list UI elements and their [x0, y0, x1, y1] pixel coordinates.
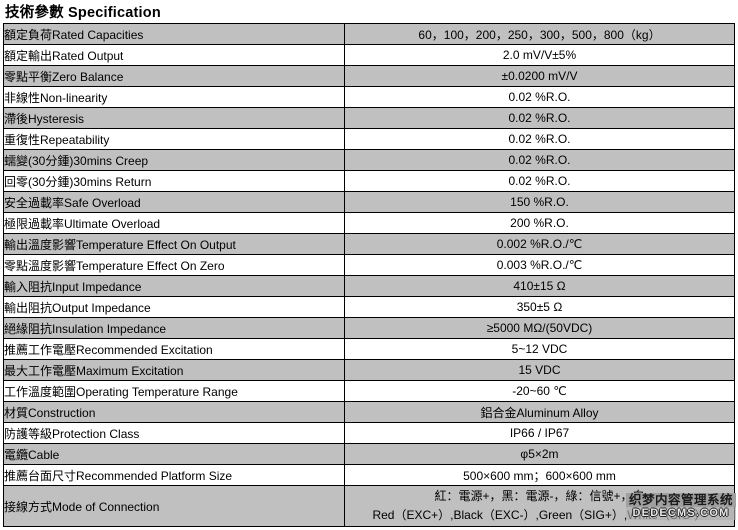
spec-parameter-label: 工作溫度範圍Operating Temperature Range — [3, 380, 345, 402]
spec-parameter-value: 鋁合金Aluminum Alloy — [344, 401, 735, 423]
spec-parameter-value: 0.02 %R.O. — [344, 86, 735, 108]
spec-row: 零點溫度影響Temperature Effect On Zero 0.003 %R… — [3, 254, 735, 276]
spec-row: 蠕變(30分鍾)30mins Creep 0.02 %R.O. — [3, 149, 735, 171]
spec-row: 推薦台面尺寸Recommended Platform Size 500×600 m… — [3, 464, 735, 486]
spec-row: 材質Construction 鋁合金Aluminum Alloy — [3, 401, 735, 423]
spec-value-line: Red（EXC+）,Black（EXC-）,Green（SIG+）,White（… — [372, 508, 707, 522]
spec-parameter-label: 推薦工作電壓Recommended Excitation — [3, 338, 345, 360]
spec-parameter-label: 額定輸出Rated Output — [3, 44, 345, 66]
spec-row: 非線性Non-linearity 0.02 %R.O. — [3, 86, 735, 108]
spec-parameter-value: 200 %R.O. — [344, 212, 735, 234]
spec-row: 輸入阻抗Input Impedance 410±15 Ω — [3, 275, 735, 297]
spec-parameter-value: 0.02 %R.O. — [344, 170, 735, 192]
spec-row: 額定負荷Rated Capacities 60，100，200，250，300，5… — [3, 23, 735, 45]
spec-parameter-value: ≥5000 MΩ/(50VDC) — [344, 317, 735, 339]
spec-parameter-value: 0.002 %R.O./℃ — [344, 233, 735, 255]
spec-parameter-value: φ5×2m — [344, 443, 735, 465]
spec-parameter-label: 輸入阻抗Input Impedance — [3, 275, 345, 297]
spec-row: 輸出溫度影響Temperature Effect On Output 0.002 … — [3, 233, 735, 255]
spec-parameter-value: 5~12 VDC — [344, 338, 735, 360]
spec-parameter-label: 推薦台面尺寸Recommended Platform Size — [3, 464, 345, 486]
spec-row: 絕緣阻抗Insulation Impedance ≥5000 MΩ/(50VDC) — [3, 317, 735, 339]
spec-parameter-value: 15 VDC — [344, 359, 735, 381]
spec-parameter-label: 重復性Repeatability — [3, 128, 345, 150]
spec-parameter-value: 500×600 mm；600×600 mm — [344, 464, 735, 486]
specification-table: 額定負荷Rated Capacities 60，100，200，250，300，5… — [3, 23, 735, 527]
spec-parameter-label: 極限過載率Ultimate Overload — [3, 212, 345, 234]
spec-parameter-label: 回零(30分鍾)30mins Return — [3, 170, 345, 192]
spec-row: 重復性Repeatability 0.02 %R.O. — [3, 128, 735, 150]
spec-parameter-label: 輸出溫度影響Temperature Effect On Output — [3, 233, 345, 255]
spec-parameter-value: 150 %R.O. — [344, 191, 735, 213]
spec-row: 電纜Cable φ5×2m — [3, 443, 735, 465]
spec-parameter-label: 電纜Cable — [3, 443, 345, 465]
spec-parameter-label: 最大工作電壓Maximum Excitation — [3, 359, 345, 381]
page-title: 技術參數 Specification — [5, 5, 161, 21]
spec-value-line: 紅：電源+，黑：電源-，綠：信號+，白 — [434, 489, 645, 503]
spec-parameter-label: 絕緣阻抗Insulation Impedance — [3, 317, 345, 339]
spec-parameter-value: 410±15 Ω — [344, 275, 735, 297]
spec-parameter-value: 350±5 Ω — [344, 296, 735, 318]
spec-parameter-value: 紅：電源+，黑：電源-，綠：信號+，白 Red（EXC+）,Black（EXC-）… — [344, 485, 735, 527]
specification-table-body: 額定負荷Rated Capacities 60，100，200，250，300，5… — [3, 23, 735, 527]
spec-row: 最大工作電壓Maximum Excitation 15 VDC — [3, 359, 735, 381]
spec-row: 零點平衡Zero Balance ±0.0200 mV/V — [3, 65, 735, 87]
spec-row: 防護等級Protection Class IP66 / IP67 — [3, 422, 735, 444]
spec-row: 推薦工作電壓Recommended Excitation 5~12 VDC — [3, 338, 735, 360]
spec-parameter-label: 零點平衡Zero Balance — [3, 65, 345, 87]
spec-row: 安全過載率Safe Overload 150 %R.O. — [3, 191, 735, 213]
spec-row: 滯後Hysteresis 0.02 %R.O. — [3, 107, 735, 129]
spec-parameter-label: 額定負荷Rated Capacities — [3, 23, 345, 45]
spec-parameter-label: 滯後Hysteresis — [3, 107, 345, 129]
spec-row: 極限過載率Ultimate Overload 200 %R.O. — [3, 212, 735, 234]
spec-parameter-value: ±0.0200 mV/V — [344, 65, 735, 87]
spec-parameter-value: 0.02 %R.O. — [344, 107, 735, 129]
spec-parameter-value: 0.02 %R.O. — [344, 149, 735, 171]
spec-parameter-label: 非線性Non-linearity — [3, 86, 345, 108]
spec-parameter-value: 2.0 mV/V±5% — [344, 44, 735, 66]
spec-parameter-value: 0.02 %R.O. — [344, 128, 735, 150]
spec-row: 接線方式Mode of Connection 紅：電源+，黑：電源-，綠：信號+，… — [3, 485, 735, 527]
spec-row: 工作溫度範圍Operating Temperature Range -20~60 … — [3, 380, 735, 402]
spec-parameter-label: 材質Construction — [3, 401, 345, 423]
spec-parameter-label: 零點溫度影響Temperature Effect On Zero — [3, 254, 345, 276]
spec-parameter-value: 0.003 %R.O./℃ — [344, 254, 735, 276]
spec-parameter-label: 安全過載率Safe Overload — [3, 191, 345, 213]
spec-parameter-label: 輸出阻抗Output Impedance — [3, 296, 345, 318]
spec-row: 額定輸出Rated Output 2.0 mV/V±5% — [3, 44, 735, 66]
spec-parameter-value: 60，100，200，250，300，500，800（kg） — [344, 23, 735, 45]
spec-parameter-label: 蠕變(30分鍾)30mins Creep — [3, 149, 345, 171]
spec-parameter-value: -20~60 ℃ — [344, 380, 735, 402]
spec-row: 輸出阻抗Output Impedance 350±5 Ω — [3, 296, 735, 318]
spec-parameter-label: 接線方式Mode of Connection — [3, 485, 345, 527]
spec-row: 回零(30分鍾)30mins Return 0.02 %R.O. — [3, 170, 735, 192]
spec-parameter-value: IP66 / IP67 — [344, 422, 735, 444]
spec-parameter-label: 防護等級Protection Class — [3, 422, 345, 444]
